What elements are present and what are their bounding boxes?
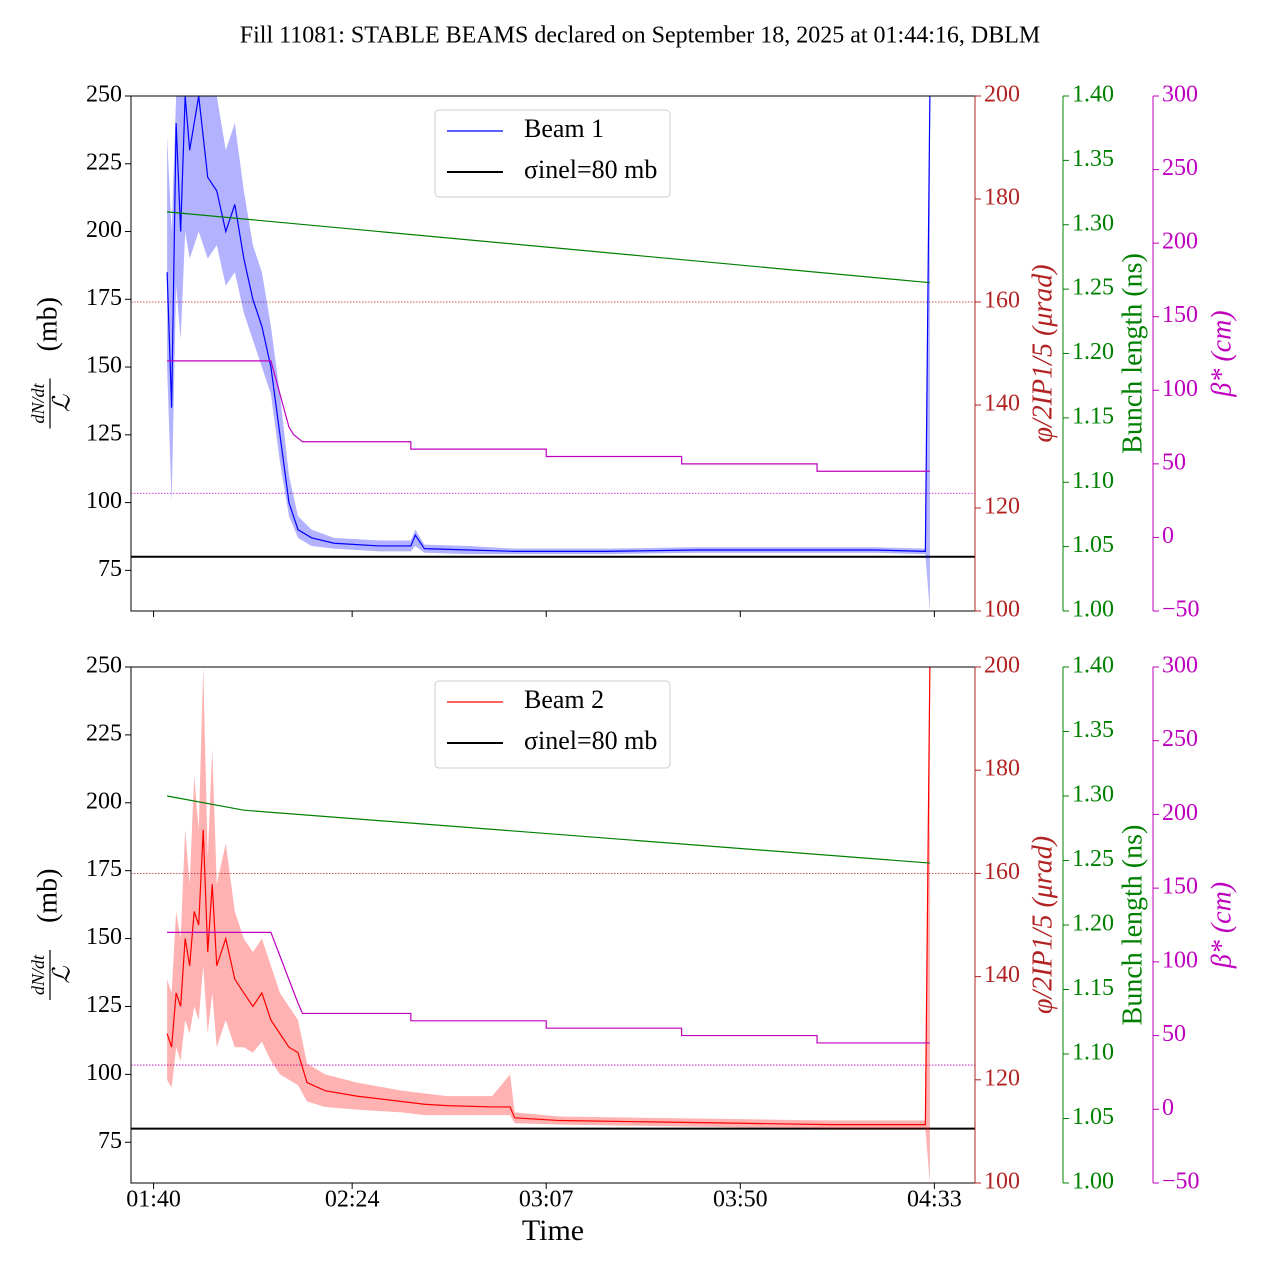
y-tick-label: 75 xyxy=(98,556,122,582)
y-tick-label: 150 xyxy=(86,353,122,379)
y2-axis-label: φ/2IP1/5 (μrad) xyxy=(1027,836,1058,1014)
legend-label: Beam 1 xyxy=(524,114,604,143)
y4-tick-label: 0 xyxy=(1162,523,1174,549)
y3-axis-label: Bunch length (ns) xyxy=(1117,825,1148,1026)
series-line xyxy=(166,96,931,552)
x-tick-label: 03:07 xyxy=(519,1187,574,1213)
y-tick-label: 100 xyxy=(86,1060,122,1086)
figure-title: Fill 11081: STABLE BEAMS declared on Sep… xyxy=(240,23,1040,49)
y3-tick-label: 1.35 xyxy=(1072,146,1114,172)
series-line xyxy=(166,667,931,1126)
y2-tick-label: 140 xyxy=(984,391,1020,417)
y4-tick-label: 100 xyxy=(1162,947,1198,973)
y3-tick-label: 1.10 xyxy=(1072,1040,1114,1066)
y-tick-label: 200 xyxy=(86,217,122,243)
legend-label: Beam 2 xyxy=(524,685,604,714)
y4-tick-label: 50 xyxy=(1162,1021,1186,1047)
y3-tick-label: 1.15 xyxy=(1072,975,1114,1001)
y3-tick-label: 1.05 xyxy=(1072,532,1114,558)
y3-tick-label: 1.30 xyxy=(1072,782,1114,808)
y4-tick-label: 200 xyxy=(1162,229,1198,255)
y-tick-label: 125 xyxy=(86,420,122,446)
y3-tick-label: 1.20 xyxy=(1072,911,1114,937)
y4-tick-label: 100 xyxy=(1162,376,1198,402)
y2-tick-label: 120 xyxy=(984,494,1020,520)
y2-tick-label: 200 xyxy=(984,653,1020,679)
y3-tick-label: 1.05 xyxy=(1072,1104,1114,1130)
y2-tick-label: 160 xyxy=(984,288,1020,314)
y3-tick-label: 1.20 xyxy=(1072,339,1114,365)
y2-tick-label: 200 xyxy=(984,82,1020,108)
y4-tick-label: −50 xyxy=(1162,597,1200,623)
y-tick-label: 250 xyxy=(86,82,122,108)
x-tick-label: 04:33 xyxy=(907,1187,962,1213)
plot-area xyxy=(131,96,975,611)
plot-area xyxy=(131,667,975,1183)
y-tick-label: 175 xyxy=(86,285,122,311)
y3-tick-label: 1.30 xyxy=(1072,210,1114,236)
y2-axis-label: φ/2IP1/5 (μrad) xyxy=(1027,264,1058,442)
y3-tick-label: 1.00 xyxy=(1072,1169,1114,1195)
y2-tick-label: 100 xyxy=(984,597,1020,623)
y3-tick-label: 1.00 xyxy=(1072,597,1114,623)
series-line xyxy=(167,211,930,284)
legend-label: σinel=80 mb xyxy=(524,726,657,755)
y-tick-label: 225 xyxy=(86,720,122,746)
y-label-unit: (mb) xyxy=(32,869,63,923)
legend-box xyxy=(434,109,671,198)
y-tick-label: 150 xyxy=(86,924,122,950)
y4-tick-label: 200 xyxy=(1162,800,1198,826)
y-tick-label: 225 xyxy=(86,149,122,175)
y4-tick-label: −50 xyxy=(1162,1169,1200,1195)
y4-tick-label: 0 xyxy=(1162,1095,1174,1121)
y-label-denominator: ℒ xyxy=(50,394,76,412)
y-tick-label: 100 xyxy=(86,488,122,514)
y4-tick-label: 150 xyxy=(1162,874,1198,900)
y4-axis-label: β* (cm) xyxy=(1206,310,1237,397)
y-axis-label: dN/dt ℒ (mb) xyxy=(28,297,76,429)
y-label-numerator: dN/dt xyxy=(28,383,48,424)
legend-label: σinel=80 mb xyxy=(524,155,657,184)
y-tick-label: 75 xyxy=(98,1128,122,1154)
y-label-denominator: ℒ xyxy=(50,966,76,984)
legend-box xyxy=(434,680,671,769)
y4-tick-label: 250 xyxy=(1162,155,1198,181)
series-line xyxy=(167,931,930,1044)
y-tick-label: 200 xyxy=(86,788,122,814)
y3-tick-label: 1.40 xyxy=(1072,82,1114,108)
y-axis-label: dN/dt ℒ (mb) xyxy=(28,869,76,1000)
y3-tick-label: 1.40 xyxy=(1072,653,1114,679)
y4-tick-label: 250 xyxy=(1162,726,1198,752)
y4-tick-label: 300 xyxy=(1162,82,1198,108)
y-tick-label: 125 xyxy=(86,992,122,1018)
series-line xyxy=(166,795,930,864)
x-tick-label: 03:50 xyxy=(713,1187,768,1213)
y4-tick-label: 150 xyxy=(1162,302,1198,328)
y-tick-label: 250 xyxy=(86,653,122,679)
y-tick-label: 175 xyxy=(86,856,122,882)
series-line xyxy=(167,360,930,472)
y3-tick-label: 1.25 xyxy=(1072,846,1114,872)
x-tick-label: 01:40 xyxy=(126,1187,181,1213)
y4-tick-label: 300 xyxy=(1162,653,1198,679)
y2-tick-label: 120 xyxy=(984,1065,1020,1091)
x-tick-label: 02:24 xyxy=(325,1187,380,1213)
y2-tick-label: 140 xyxy=(984,962,1020,988)
y-label-numerator: dN/dt xyxy=(28,954,48,995)
y3-axis-label: Bunch length (ns) xyxy=(1117,253,1148,454)
y-label-unit: (mb) xyxy=(32,297,63,351)
y3-tick-label: 1.25 xyxy=(1072,275,1114,301)
x-axis-label: Time xyxy=(522,1214,584,1247)
y3-tick-label: 1.15 xyxy=(1072,403,1114,429)
y2-tick-label: 180 xyxy=(984,185,1020,211)
y4-axis-label: β* (cm) xyxy=(1206,882,1237,969)
y2-tick-label: 180 xyxy=(984,756,1020,782)
y3-tick-label: 1.35 xyxy=(1072,717,1114,743)
y2-tick-label: 160 xyxy=(984,859,1020,885)
y3-tick-label: 1.10 xyxy=(1072,468,1114,494)
y4-tick-label: 50 xyxy=(1162,449,1186,475)
y2-tick-label: 100 xyxy=(984,1169,1020,1195)
